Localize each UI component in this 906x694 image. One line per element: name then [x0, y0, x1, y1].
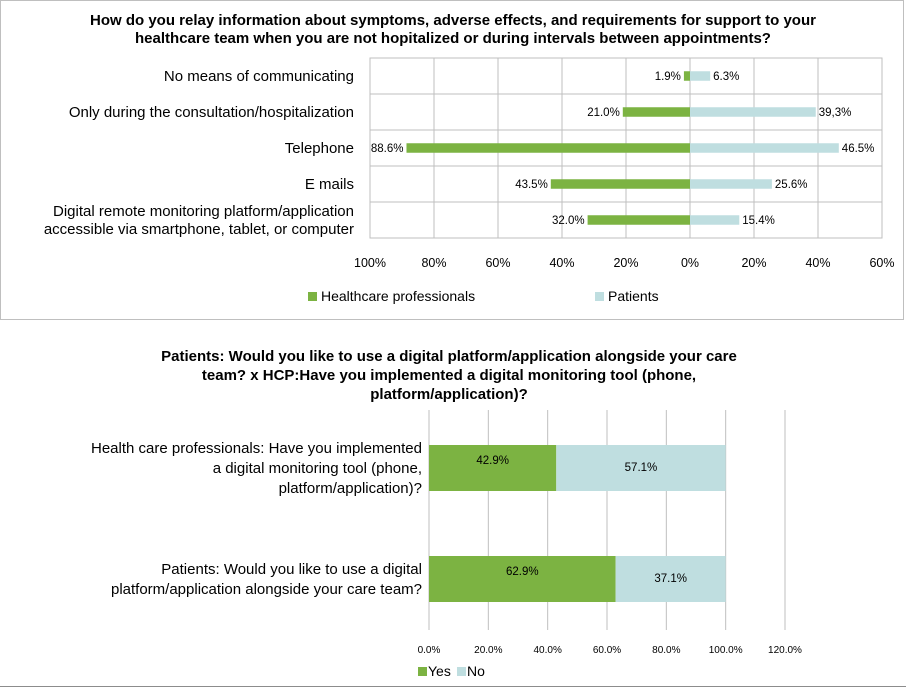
chart1-bar-healthcare-professionals — [587, 215, 690, 225]
chart1-legend-label-patients: Patients — [608, 288, 659, 304]
chart1-legend-label-healthcare-professionals: Healthcare professionals — [321, 288, 475, 304]
chart1-x-tick-label: 60% — [485, 256, 510, 270]
chart2-data-label-no: 57.1% — [625, 462, 658, 474]
chart2-x-tick-label: 100.0% — [709, 645, 743, 656]
chart2-category-label: Health care professionals: Have you impl… — [91, 440, 422, 457]
chart1-bar-patients — [690, 215, 740, 225]
chart1-category-label: No means of communicating — [164, 68, 354, 85]
chart1-data-label-healthcare-professionals: 43.5% — [515, 179, 548, 191]
chart1-bar-healthcare-professionals — [406, 143, 690, 153]
chart1-bar-patients — [690, 107, 816, 117]
chart2-data-label-yes: 42.9% — [476, 455, 509, 467]
chart1-x-tick-label: 20% — [741, 256, 766, 270]
chart2-title: platform/application)? — [370, 386, 528, 403]
chart1-data-label-patients: 15.4% — [742, 215, 775, 227]
chart1-data-label-patients: 39,3% — [819, 107, 852, 119]
chart2-category-label: platform/application)? — [279, 480, 422, 497]
chart2-category-label: a digital monitoring tool (phone, — [213, 460, 422, 477]
chart2-bar-yes — [429, 445, 557, 491]
chart1-data-label-healthcare-professionals: 21.0% — [587, 107, 620, 119]
chart2-data-label-no: 37.1% — [654, 573, 687, 585]
chart2-x-tick-label: 0.0% — [418, 645, 441, 656]
chart1-data-label-patients: 46.5% — [842, 143, 875, 155]
chart2-x-tick-label: 20.0% — [474, 645, 502, 656]
chart2-title: team? x HCP:Have you implemented a digit… — [202, 367, 696, 384]
chart1-frame — [0, 0, 904, 320]
chart2-x-tick-label: 60.0% — [593, 645, 621, 656]
chart1-title: How do you relay information about sympt… — [90, 12, 816, 29]
chart1-data-label-healthcare-professionals: 88.6% — [371, 143, 404, 155]
chart1-category-label: accessible via smartphone, tablet, or co… — [44, 221, 354, 238]
chart2-x-tick-label: 40.0% — [533, 645, 561, 656]
chart1-bar-healthcare-professionals — [550, 179, 690, 189]
chart2-x-tick-label: 120.0% — [768, 645, 802, 656]
chart2-bar-no — [615, 556, 726, 602]
chart1-data-label-patients: 25.6% — [775, 179, 808, 191]
chart1-data-label-healthcare-professionals: 32.0% — [552, 215, 585, 227]
chart2-legend-label-no: No — [467, 663, 485, 679]
bottom-divider — [0, 686, 906, 687]
chart1-title: healthcare team when you are not hopital… — [135, 30, 771, 47]
chart2-bar-no — [556, 445, 726, 491]
chart1-category-label: Digital remote monitoring platform/appli… — [53, 203, 354, 220]
chart1-x-tick-label: 0% — [681, 256, 699, 270]
chart1-x-tick-label: 40% — [549, 256, 574, 270]
chart2-data-label-yes: 62.9% — [506, 566, 539, 578]
chart1-category-label: E mails — [305, 176, 354, 193]
chart1-bar-patients — [690, 71, 711, 81]
chart2-category-label: Patients: Would you like to use a digita… — [161, 561, 422, 578]
chart1-legend-swatch-healthcare-professionals — [308, 292, 317, 301]
chart1-bar-healthcare-professionals — [683, 71, 690, 81]
chart1-bar-patients — [690, 143, 839, 153]
chart2-bar-yes — [429, 556, 616, 602]
chart2-x-tick-label: 80.0% — [652, 645, 680, 656]
chart2-legend-label-yes: Yes — [428, 663, 451, 679]
chart1-bar-patients — [690, 179, 772, 189]
chart1-x-tick-label: 60% — [869, 256, 894, 270]
chart2-legend-swatch-no — [457, 667, 466, 676]
chart1-category-label: Telephone — [285, 140, 354, 157]
chart2-category-label: platform/application alongside your care… — [111, 581, 422, 598]
chart1-data-label-healthcare-professionals: 1.9% — [655, 71, 681, 83]
chart1-x-tick-label: 40% — [805, 256, 830, 270]
chart1-bar-healthcare-professionals — [622, 107, 690, 117]
chart2-title: Patients: Would you like to use a digita… — [161, 348, 737, 365]
chart1-x-tick-label: 80% — [421, 256, 446, 270]
chart2-legend-swatch-yes — [418, 667, 427, 676]
chart1-data-label-patients: 6.3% — [713, 71, 739, 83]
chart1-x-tick-label: 20% — [613, 256, 638, 270]
chart1-x-tick-label: 100% — [354, 256, 386, 270]
chart1-category-label: Only during the consultation/hospitaliza… — [69, 104, 354, 121]
chart1-legend-swatch-patients — [595, 292, 604, 301]
